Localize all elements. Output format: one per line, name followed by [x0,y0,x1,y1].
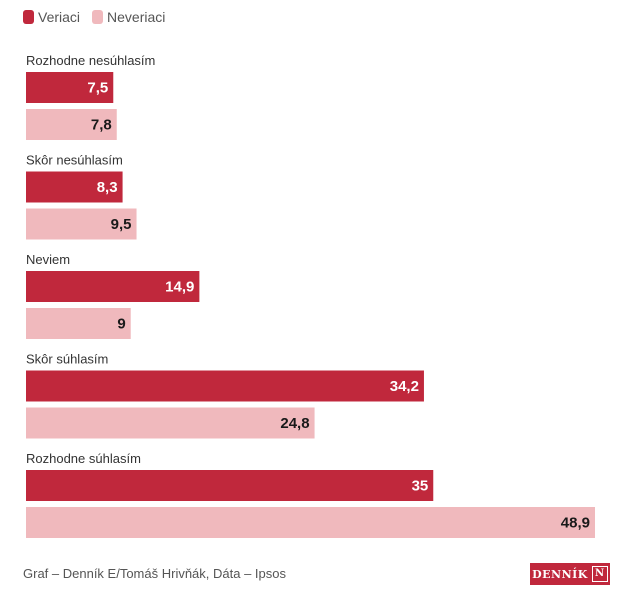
legend-item-0: Veriaci [23,9,80,25]
bar-0-3 [26,370,424,402]
chart-legend: Veriaci Neveriaci [23,9,177,25]
logo-mark: N [591,566,608,582]
bar-value-0-3: 34,2 [390,378,419,395]
category-label-3: Skôr súhlasím [26,352,108,367]
category-label-0: Rozhodne nesúhlasím [26,53,155,68]
bar-0-4 [26,470,434,501]
logo-text: DENNÍK [532,567,588,581]
legend-label-1: Neveriaci [107,9,166,25]
dennik-n-logo: DENNÍK N [530,563,610,585]
category-label-1: Skôr nesúhlasím [26,153,123,168]
bar-1-4 [26,507,595,538]
legend-swatch-0 [23,10,34,24]
bar-0-2 [26,271,200,302]
bar-1-3 [26,407,315,439]
bar-value-0-1: 8,3 [97,179,118,196]
bar-value-1-4: 48,9 [561,515,590,532]
bar-value-0-0: 7,5 [87,80,108,97]
legend-label-0: Veriaci [38,9,81,25]
legend-item-1: Neveriaci [92,9,165,25]
category-label-4: Rozhodne súhlasím [26,451,141,466]
bar-0-0 [26,72,114,103]
bar-value-0-4: 35 [412,478,429,495]
bar-value-1-2: 9 [117,316,125,333]
chart-source: Graf – Denník E/Tomáš Hrivňák, Dáta – Ip… [23,566,286,581]
bar-0-1 [26,171,123,203]
bar-value-1-0: 7,8 [91,117,112,134]
bar-value-0-2: 14,9 [165,279,194,296]
bar-1-2 [26,308,131,339]
bar-1-0 [26,109,117,140]
bar-value-1-3: 24,8 [280,415,309,432]
legend-swatch-1 [92,10,104,24]
bar-1-1 [26,208,137,240]
bar-value-1-1: 9,5 [111,216,132,233]
category-label-2: Neviem [26,252,70,267]
